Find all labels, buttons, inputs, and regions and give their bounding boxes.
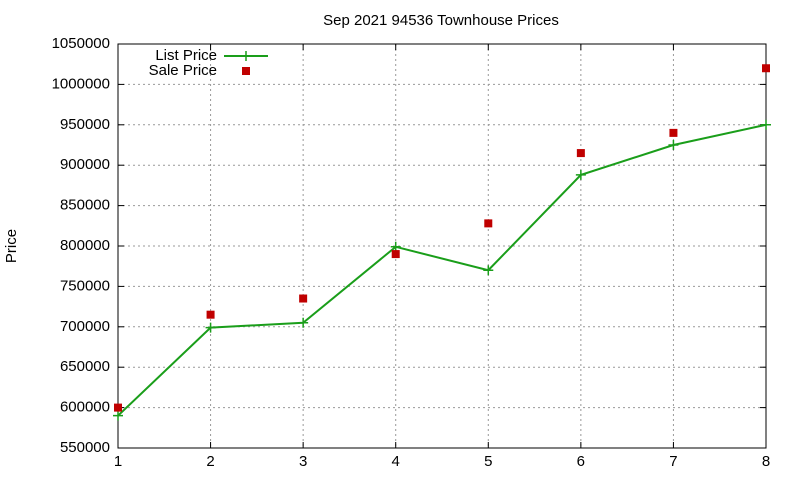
point-marker — [668, 140, 679, 150]
y-axis-label: Price — [3, 229, 20, 263]
y-tick-label: 900000 — [60, 156, 110, 173]
legend-swatch — [242, 67, 250, 75]
point-marker — [483, 265, 494, 276]
y-tick-label: 600000 — [60, 399, 110, 416]
y-tick-label: 800000 — [60, 237, 110, 254]
y-tick-label: 750000 — [60, 277, 110, 294]
point-marker — [205, 322, 216, 333]
x-tick-label: 1 — [114, 453, 122, 470]
x-tick-label: 2 — [206, 453, 214, 470]
y-tick-label: 650000 — [60, 358, 110, 375]
y-tick-label: 1050000 — [52, 35, 110, 52]
point-marker — [114, 403, 122, 412]
point-marker — [299, 294, 308, 303]
y-tick-label: 700000 — [60, 318, 110, 335]
legend-label: List Price — [155, 47, 217, 64]
series-line — [117, 123, 767, 417]
point-marker — [761, 119, 771, 130]
point-marker — [113, 410, 123, 421]
point-marker — [669, 128, 678, 137]
point-marker — [762, 64, 770, 73]
y-tick-label: 850000 — [60, 197, 110, 214]
plot-border — [117, 43, 767, 449]
chart-title: Sep 2021 94536 Townhouse Prices — [323, 12, 559, 29]
point-marker — [298, 317, 309, 328]
y-tick-label: 1000000 — [52, 75, 110, 92]
x-tick-label: 5 — [484, 453, 492, 470]
point-marker — [484, 219, 493, 228]
x-tick-label: 6 — [577, 453, 585, 470]
x-tick-label: 4 — [392, 453, 400, 470]
x-tick-label: 3 — [299, 453, 307, 470]
legend-label: Sale Price — [149, 62, 217, 79]
legend-swatch — [241, 51, 251, 61]
x-tick-label: 7 — [669, 453, 677, 470]
point-marker — [575, 169, 586, 180]
point-marker — [206, 310, 215, 319]
y-tick-label: 550000 — [60, 439, 110, 456]
y-tick-label: 950000 — [60, 116, 110, 133]
x-tick-label: 8 — [762, 453, 770, 470]
point-marker — [391, 250, 400, 259]
point-marker — [576, 149, 585, 158]
